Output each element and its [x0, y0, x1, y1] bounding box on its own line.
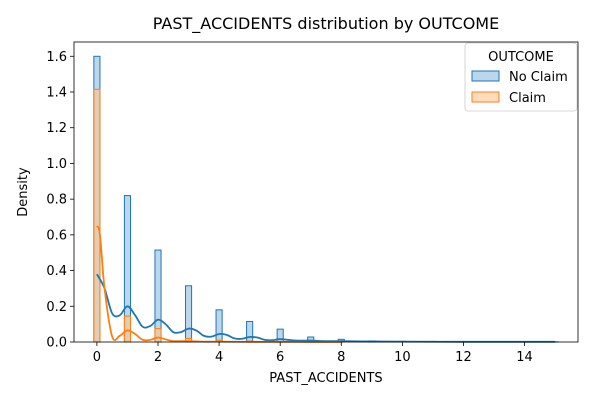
histogram-bar — [184, 285, 193, 343]
histogram-bar — [154, 328, 162, 343]
legend: OUTCOME No Claim Claim — [464, 42, 578, 112]
kde-line-0 — [96, 273, 556, 343]
x-tick-label: 6 — [276, 350, 284, 365]
histogram-bar — [215, 309, 223, 343]
legend-label: Claim — [509, 91, 546, 106]
chart-title: PAST_ACCIDENTS distribution by OUTCOME — [153, 14, 499, 34]
legend-title: OUTCOME — [488, 50, 554, 65]
histogram-bar — [93, 88, 101, 343]
histogram-bar — [123, 315, 132, 343]
legend-swatch — [471, 70, 500, 82]
y-tick-label: 1.2 — [46, 121, 67, 136]
y-axis-label: Density — [16, 167, 31, 217]
y-tick-label: 0.8 — [46, 193, 67, 208]
x-tick-label: 8 — [337, 350, 345, 365]
axes-frame — [73, 41, 579, 343]
series-1 — [93, 88, 345, 343]
y-tick-label: 1.4 — [46, 86, 67, 101]
x-axis: 0 2 4 6 8 10 12 14 — [93, 342, 533, 365]
x-tick-label: 14 — [516, 350, 533, 365]
y-tick-label: 1.6 — [46, 50, 67, 65]
x-tick-label: 10 — [394, 350, 411, 365]
legend-swatch — [471, 91, 500, 103]
x-tick-label: 4 — [215, 350, 223, 365]
y-tick-label: 0.6 — [46, 228, 67, 243]
histogram-bar — [246, 320, 254, 343]
y-tick-label: 1.0 — [46, 157, 67, 172]
y-tick-label: 0.0 — [46, 336, 67, 351]
x-tick-label: 2 — [154, 350, 162, 365]
x-tick-label: 12 — [455, 350, 472, 365]
x-axis-label: PAST_ACCIDENTS — [269, 371, 382, 386]
legend-entries: No Claim Claim — [471, 70, 568, 106]
x-tick-label: 0 — [93, 350, 101, 365]
y-axis: 0.0 0.2 0.4 0.6 0.8 1.0 1.2 1.4 1.6 — [46, 50, 74, 351]
legend-label: No Claim — [509, 70, 568, 85]
y-tick-label: 0.2 — [46, 300, 67, 315]
y-tick-label: 0.4 — [46, 264, 67, 279]
